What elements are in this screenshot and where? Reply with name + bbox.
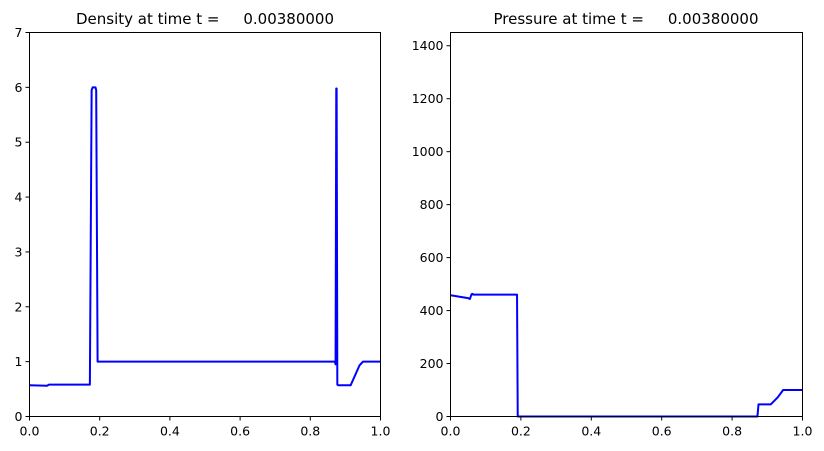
density-y-tick-label: 5 (15, 135, 23, 150)
pressure-x-tick-label: 1.0 (793, 424, 813, 439)
pressure-y-tick-label: 600 (420, 250, 444, 265)
pressure-x-tick-label: 0.8 (722, 424, 742, 439)
pressure-y-tick-label: 1000 (412, 144, 444, 159)
pressure-chart-title: Pressure at time t = 0.00380000 (493, 10, 758, 28)
pressure-x-tick-label: 0.4 (581, 424, 601, 439)
density-y-tick-label: 4 (15, 190, 23, 205)
pressure-chart: Pressure at time t = 0.00380000 0.0 0.2 0.… (412, 10, 813, 439)
pressure-y-tick-label: 1200 (412, 91, 444, 106)
density-y-tick-label: 6 (15, 80, 23, 95)
density-x-tick-label: 1.0 (371, 424, 391, 439)
density-x-tick-label: 0.8 (300, 424, 320, 439)
pressure-x-tick-label: 0.2 (511, 424, 531, 439)
pressure-y-tick-label: 800 (420, 197, 444, 212)
pressure-x-tick-label: 0.6 (652, 424, 672, 439)
density-y-axis: 0 1 2 3 4 5 6 7 (15, 25, 30, 424)
density-y-tick-label: 3 (15, 244, 23, 259)
density-x-tick-label: 0.2 (90, 424, 110, 439)
density-y-tick-label: 0 (15, 409, 23, 424)
pressure-y-tick-label: 1400 (412, 38, 444, 53)
density-plot-frame (29, 32, 381, 417)
pressure-plot-frame (450, 32, 803, 417)
pressure-y-tick-label: 0 (436, 409, 444, 424)
density-x-tick-label: 0.0 (20, 424, 40, 439)
pressure-y-tick-label: 400 (420, 303, 444, 318)
density-x-tick-label: 0.6 (230, 424, 250, 439)
density-y-tick-label: 1 (15, 354, 23, 369)
pressure-x-tick-label: 0.0 (441, 424, 461, 439)
pressure-line (450, 292, 803, 418)
pressure-y-tick-label: 200 (420, 356, 444, 371)
density-chart-title: Density at time t = 0.00380000 (76, 10, 334, 28)
density-x-tick-label: 0.4 (160, 424, 180, 439)
density-x-axis: 0.0 0.2 0.4 0.6 0.8 1.0 (20, 416, 391, 439)
density-chart: Density at time t = 0.00380000 0.0 0.2 0.4… (15, 10, 391, 439)
pressure-y-axis: 0 200 400 600 800 1000 1200 1400 (412, 38, 451, 424)
density-y-tick-label: 7 (15, 25, 23, 40)
density-y-tick-label: 2 (15, 299, 23, 314)
pressure-x-axis: 0.0 0.2 0.4 0.6 0.8 1.0 (441, 416, 813, 439)
density-line (29, 86, 381, 387)
